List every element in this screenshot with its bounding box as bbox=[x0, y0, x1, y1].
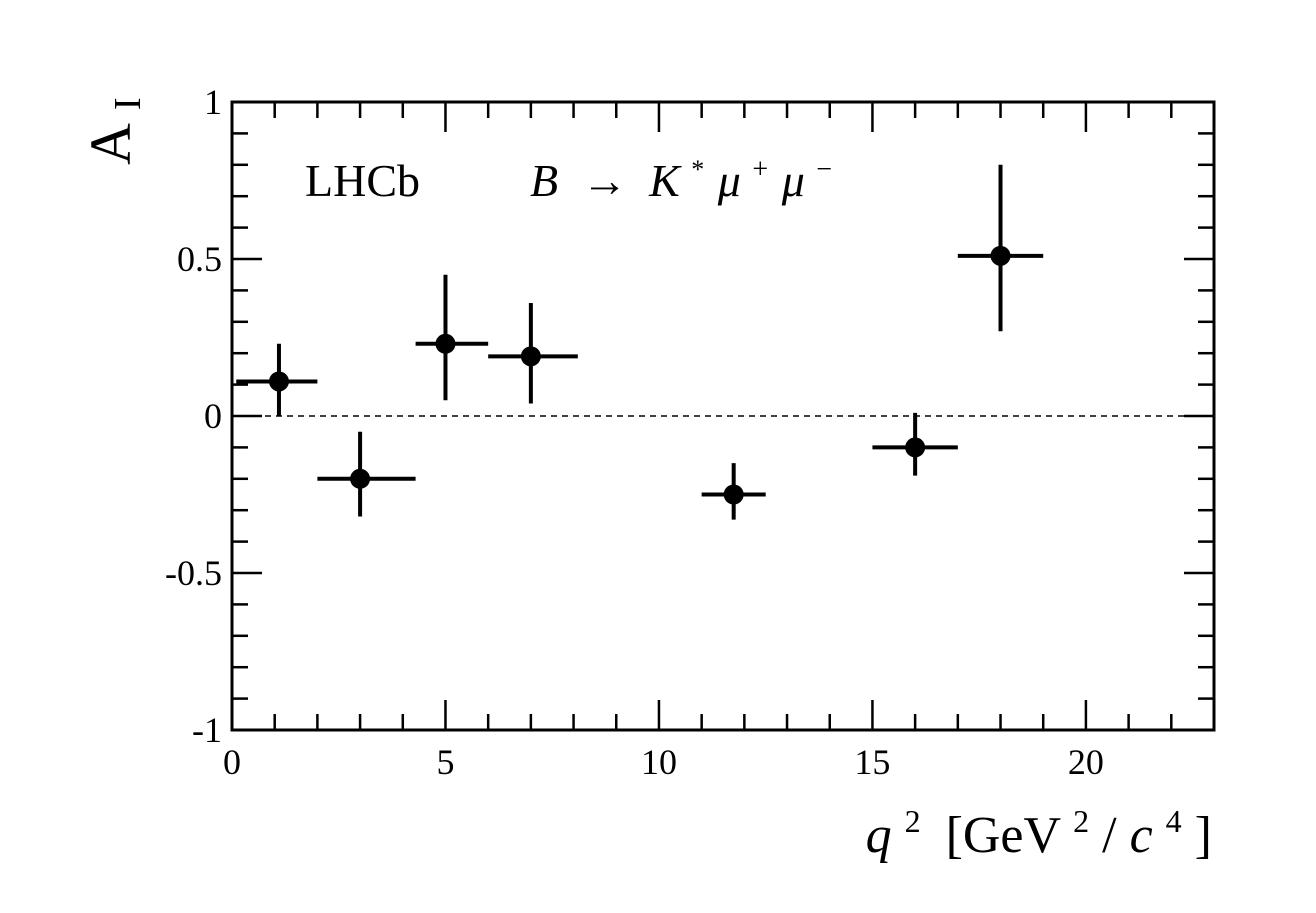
y-tick-label: 0.5 bbox=[177, 239, 222, 279]
x-tick-label: 10 bbox=[641, 742, 677, 782]
decay-mu-minus-sign: − bbox=[816, 154, 832, 185]
x-axis-unit-exp2: 4 bbox=[1166, 803, 1182, 839]
x-tick-label: 20 bbox=[1068, 742, 1104, 782]
point-marker bbox=[905, 437, 926, 458]
point-marker bbox=[990, 245, 1011, 266]
data-point bbox=[701, 463, 766, 520]
point-marker bbox=[435, 333, 456, 354]
x-tick-labels: 0 5 10 15 20 bbox=[223, 742, 1104, 782]
x-axis-unit-slash: / bbox=[1102, 807, 1117, 864]
x-axis-var-exp: 2 bbox=[905, 803, 921, 839]
data-point bbox=[957, 164, 1044, 332]
decay-kaon: K bbox=[648, 155, 682, 206]
x-axis-unit-exp1: 2 bbox=[1073, 803, 1089, 839]
x-axis-var: q bbox=[866, 807, 892, 864]
x-axis-title: q 2 [GeV 2 / c 4 ] bbox=[866, 787, 1212, 864]
data-point bbox=[317, 431, 416, 517]
y-tick-label: -0.5 bbox=[165, 553, 222, 593]
decay-mu-plus: μ bbox=[717, 155, 741, 206]
y-tick-label: 1 bbox=[204, 82, 222, 122]
y-tick-labels: -1 -0.5 0 0.5 1 bbox=[165, 82, 222, 750]
point-marker bbox=[350, 468, 371, 489]
data-point bbox=[236, 343, 318, 416]
y-axis-sub: I bbox=[107, 97, 149, 110]
data-point bbox=[415, 274, 489, 401]
decay-parent: B bbox=[530, 155, 558, 206]
x-axis-unit-close: ] bbox=[1195, 807, 1212, 864]
decay-kaon-star: * bbox=[691, 155, 704, 184]
x-axis-unit-open: [GeV bbox=[946, 807, 1061, 864]
point-marker bbox=[723, 484, 744, 505]
y-tick-label: -1 bbox=[192, 710, 222, 750]
experiment-label: LHCb bbox=[305, 155, 420, 206]
y-axis-title: A I bbox=[78, 97, 149, 165]
x-tick-label: 0 bbox=[223, 742, 241, 782]
decay-label: B → K * μ + μ − bbox=[530, 137, 832, 206]
decay-mu-minus: μ bbox=[781, 155, 805, 206]
data-point bbox=[872, 412, 958, 476]
data-point bbox=[488, 302, 578, 404]
y-axis-main: A bbox=[78, 123, 143, 165]
point-marker bbox=[268, 371, 289, 392]
data-points bbox=[236, 164, 1044, 520]
x-tick-label: 5 bbox=[436, 742, 454, 782]
point-marker bbox=[520, 346, 541, 367]
x-tick-label: 15 bbox=[854, 742, 890, 782]
y-tick-label: 0 bbox=[204, 396, 222, 436]
decay-arrow: → bbox=[582, 155, 628, 206]
axis-ticks bbox=[230, 100, 1216, 732]
decay-mu-plus-sign: + bbox=[752, 154, 768, 185]
x-axis-unit-c: c bbox=[1130, 807, 1153, 864]
